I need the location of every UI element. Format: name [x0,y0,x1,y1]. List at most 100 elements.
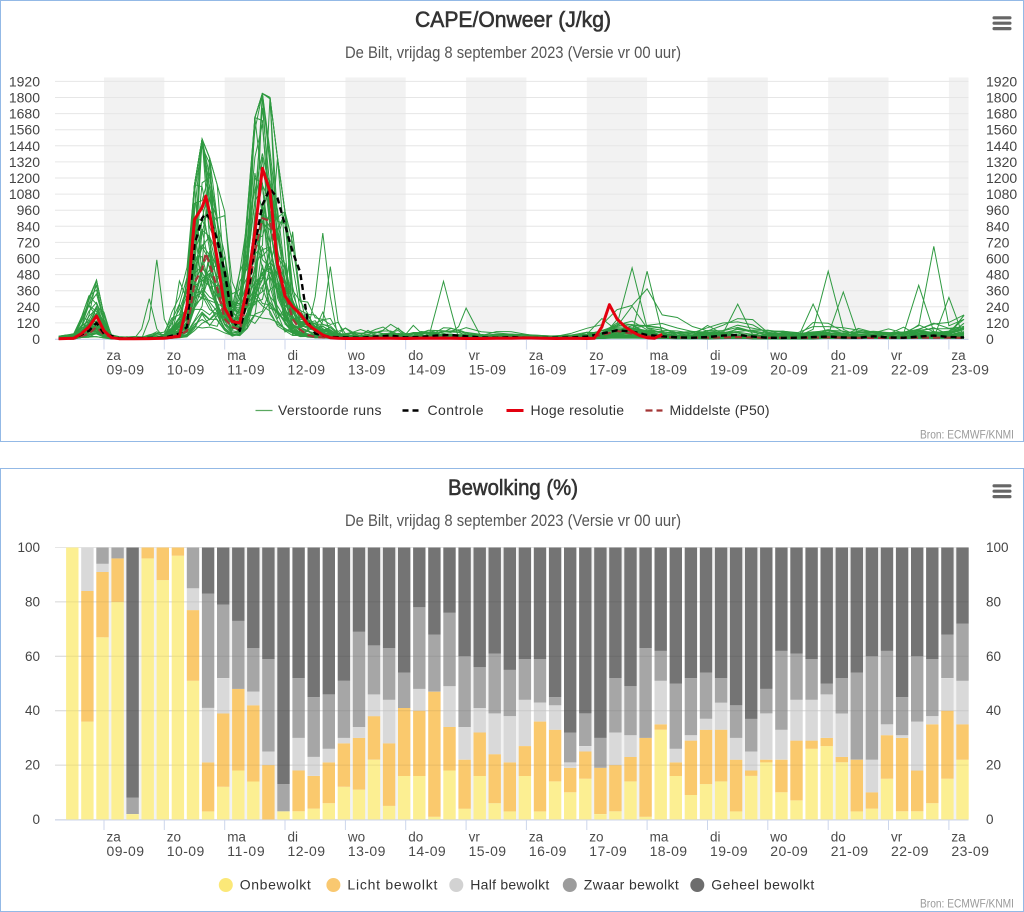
svg-text:Geheel bewolkt: Geheel bewolkt [711,877,814,893]
svg-text:09-09: 09-09 [107,843,145,859]
svg-text:1800: 1800 [9,90,40,106]
svg-text:za: za [529,830,544,845]
svg-text:za: za [529,348,544,363]
svg-text:12-09: 12-09 [288,843,326,859]
svg-text:10-09: 10-09 [167,362,205,378]
svg-text:120: 120 [986,315,1010,331]
svg-text:ma: ma [227,348,246,363]
svg-text:di: di [710,348,721,363]
svg-text:18-09: 18-09 [650,843,688,859]
svg-text:10-09: 10-09 [167,843,205,859]
svg-text:Verstoorde runs: Verstoorde runs [278,402,382,418]
svg-text:80: 80 [25,594,40,609]
svg-text:wo: wo [769,830,787,845]
svg-text:80: 80 [986,594,1001,609]
svg-text:480: 480 [17,267,41,283]
svg-text:720: 720 [986,234,1010,250]
svg-text:17-09: 17-09 [589,843,627,859]
svg-text:18-09: 18-09 [650,362,688,378]
svg-text:40: 40 [25,703,40,718]
svg-text:zo: zo [167,830,181,845]
svg-text:Bron: ECMWF/KNMI: Bron: ECMWF/KNMI [920,897,1014,911]
svg-text:19-09: 19-09 [710,843,748,859]
svg-text:13-09: 13-09 [348,362,386,378]
svg-text:13-09: 13-09 [348,843,386,859]
svg-text:0: 0 [986,812,994,827]
svg-text:20: 20 [25,758,40,773]
svg-text:21-09: 21-09 [831,843,869,859]
svg-text:23-09: 23-09 [951,362,989,378]
svg-text:1800: 1800 [986,90,1017,106]
svg-text:Licht bewolkt: Licht bewolkt [347,877,437,893]
svg-text:17-09: 17-09 [589,362,627,378]
svg-text:vr: vr [891,830,903,845]
svg-text:1440: 1440 [9,138,40,154]
svg-text:1080: 1080 [986,186,1017,202]
svg-text:1920: 1920 [9,73,40,89]
svg-text:960: 960 [17,202,41,218]
svg-text:0: 0 [32,812,40,827]
svg-text:ma: ma [227,830,246,845]
svg-text:1560: 1560 [986,122,1017,138]
svg-text:480: 480 [986,267,1010,283]
svg-text:zo: zo [589,348,603,363]
svg-text:za: za [107,830,122,845]
svg-text:240: 240 [986,299,1010,315]
svg-text:15-09: 15-09 [469,843,507,859]
svg-text:do: do [408,830,423,845]
svg-text:840: 840 [986,218,1010,234]
svg-text:60: 60 [986,649,1001,664]
svg-text:Bewolking (%): Bewolking (%) [448,475,578,500]
svg-text:11-09: 11-09 [227,843,265,859]
svg-text:1200: 1200 [9,170,40,186]
svg-text:20-09: 20-09 [770,362,808,378]
svg-text:CAPE/Onweer (J/kg): CAPE/Onweer (J/kg) [415,7,611,32]
svg-text:Middelste (P50): Middelste (P50) [670,402,770,418]
svg-text:1200: 1200 [986,170,1017,186]
svg-text:zo: zo [167,348,181,363]
svg-text:22-09: 22-09 [891,362,929,378]
svg-text:0: 0 [986,331,994,347]
svg-text:di: di [288,348,299,363]
svg-text:11-09: 11-09 [227,362,265,378]
svg-text:60: 60 [25,649,40,664]
svg-text:120: 120 [17,315,41,331]
svg-text:20: 20 [986,758,1001,773]
svg-text:za: za [951,348,966,363]
svg-text:22-09: 22-09 [891,843,929,859]
svg-text:Zwaar bewolkt: Zwaar bewolkt [584,877,679,893]
svg-text:De Bilt, vrijdag 8 september 2: De Bilt, vrijdag 8 september 2023 (Versi… [345,511,681,530]
svg-text:20-09: 20-09 [770,843,808,859]
svg-text:600: 600 [986,251,1010,267]
svg-text:16-09: 16-09 [529,843,567,859]
svg-text:1320: 1320 [9,154,40,170]
svg-text:100: 100 [986,540,1009,555]
svg-text:960: 960 [986,202,1010,218]
svg-text:600: 600 [17,251,41,267]
svg-text:1680: 1680 [986,106,1017,122]
svg-text:vr: vr [891,348,903,363]
svg-text:1680: 1680 [9,106,40,122]
svg-text:Onbewolkt: Onbewolkt [240,877,311,893]
svg-text:360: 360 [986,283,1010,299]
svg-text:09-09: 09-09 [107,362,145,378]
svg-text:wo: wo [347,348,365,363]
svg-text:0: 0 [32,331,40,347]
svg-text:di: di [288,830,299,845]
svg-text:19-09: 19-09 [710,362,748,378]
svg-text:16-09: 16-09 [529,362,567,378]
svg-text:15-09: 15-09 [469,362,507,378]
svg-text:za: za [107,348,122,363]
svg-text:do: do [831,348,846,363]
svg-text:1080: 1080 [9,186,40,202]
svg-text:360: 360 [17,283,41,299]
svg-text:Hoge resolutie: Hoge resolutie [531,402,625,418]
svg-text:wo: wo [347,830,365,845]
svg-text:Controle: Controle [428,402,484,418]
svg-text:Half bewolkt: Half bewolkt [470,877,549,893]
svg-text:840: 840 [17,218,41,234]
svg-text:14-09: 14-09 [408,843,446,859]
svg-text:zo: zo [589,830,603,845]
svg-text:40: 40 [986,703,1001,718]
svg-text:100: 100 [17,540,40,555]
